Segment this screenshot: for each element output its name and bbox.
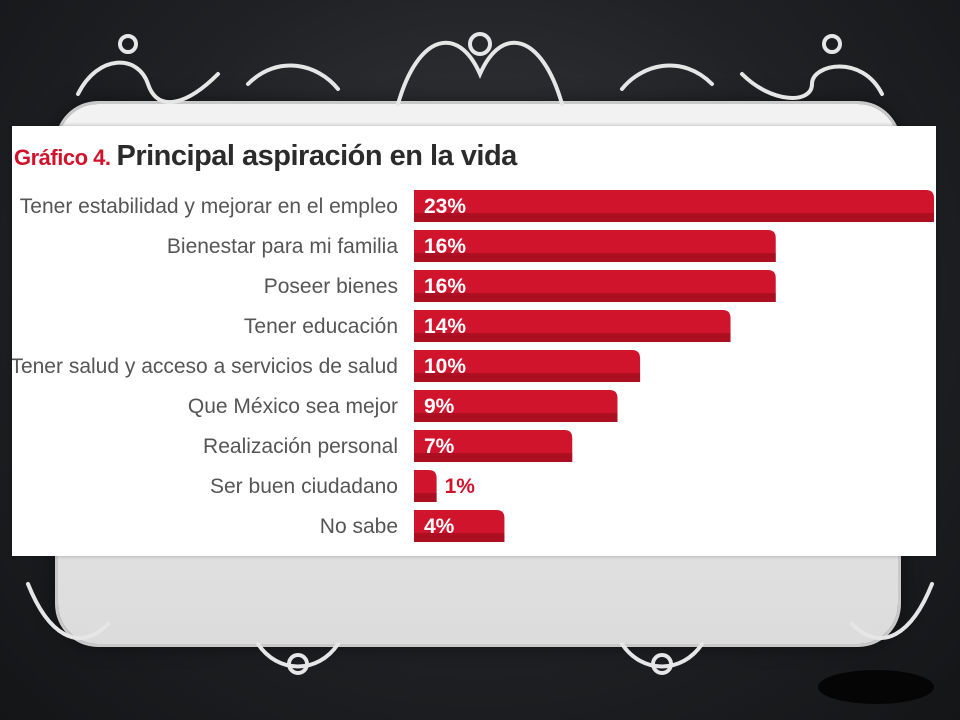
category-label: Realización personal — [203, 435, 398, 458]
bar-shadow — [414, 453, 573, 462]
category-label: Poseer bienes — [264, 275, 398, 298]
bar-shadow — [414, 533, 505, 542]
value-label: 10% — [424, 355, 466, 378]
bar-group: Que México sea mejor 9% — [188, 390, 618, 422]
bar-shadow — [414, 493, 437, 502]
bar-shadow — [414, 253, 776, 262]
bar-group: Tener educación 14% — [244, 310, 731, 342]
chart-title: Gráfico 4. Principal aspiración en la vid… — [14, 140, 517, 173]
bar-shadow — [414, 413, 618, 422]
bar-group: Poseer bienes 16% — [264, 270, 776, 302]
category-label: Que México sea mejor — [188, 395, 398, 418]
bottom-ornament-icon — [26, 582, 934, 675]
bar-group: Bienestar para mi familia 16% — [167, 230, 776, 262]
value-label: 14% — [424, 315, 466, 338]
value-label: 4% — [424, 515, 455, 538]
bar-group: No sabe 4% — [320, 510, 505, 542]
bar-group: Tener estabilidad y mejorar en el empleo… — [20, 190, 934, 222]
category-label: Tener salud y acceso a servicios de salu… — [12, 355, 398, 378]
bar-shadow — [414, 293, 776, 302]
bar-shadow — [414, 333, 731, 342]
value-label: 16% — [424, 275, 466, 298]
bar-group: Ser buen ciudadano 1% — [210, 470, 475, 502]
top-ornament-icon — [76, 32, 884, 106]
bar-chart: Tener estabilidad y mejorar en el empleo… — [12, 190, 934, 542]
chart-title-tag: Gráfico 4. — [14, 145, 111, 170]
chart-title-main: Principal aspiración en la vida — [116, 140, 517, 172]
category-label: Tener educación — [244, 315, 398, 338]
bar-shadow — [414, 213, 934, 222]
bar-shadow — [414, 373, 641, 382]
category-label: No sabe — [320, 515, 398, 538]
value-label: 1% — [445, 475, 476, 498]
chart-panel: Gráfico 4. Principal aspiración en la vid… — [12, 126, 936, 556]
value-label: 7% — [424, 435, 455, 458]
value-label: 16% — [424, 235, 466, 258]
dark-shape — [818, 670, 934, 704]
value-label: 23% — [424, 195, 466, 218]
category-label: Tener estabilidad y mejorar en el empleo — [20, 195, 398, 218]
bar-group: Tener salud y acceso a servicios de salu… — [12, 350, 641, 382]
category-label: Bienestar para mi familia — [167, 235, 398, 258]
category-label: Ser buen ciudadano — [210, 475, 398, 498]
bar-group: Realización personal 7% — [203, 430, 573, 462]
value-label: 9% — [424, 395, 455, 418]
